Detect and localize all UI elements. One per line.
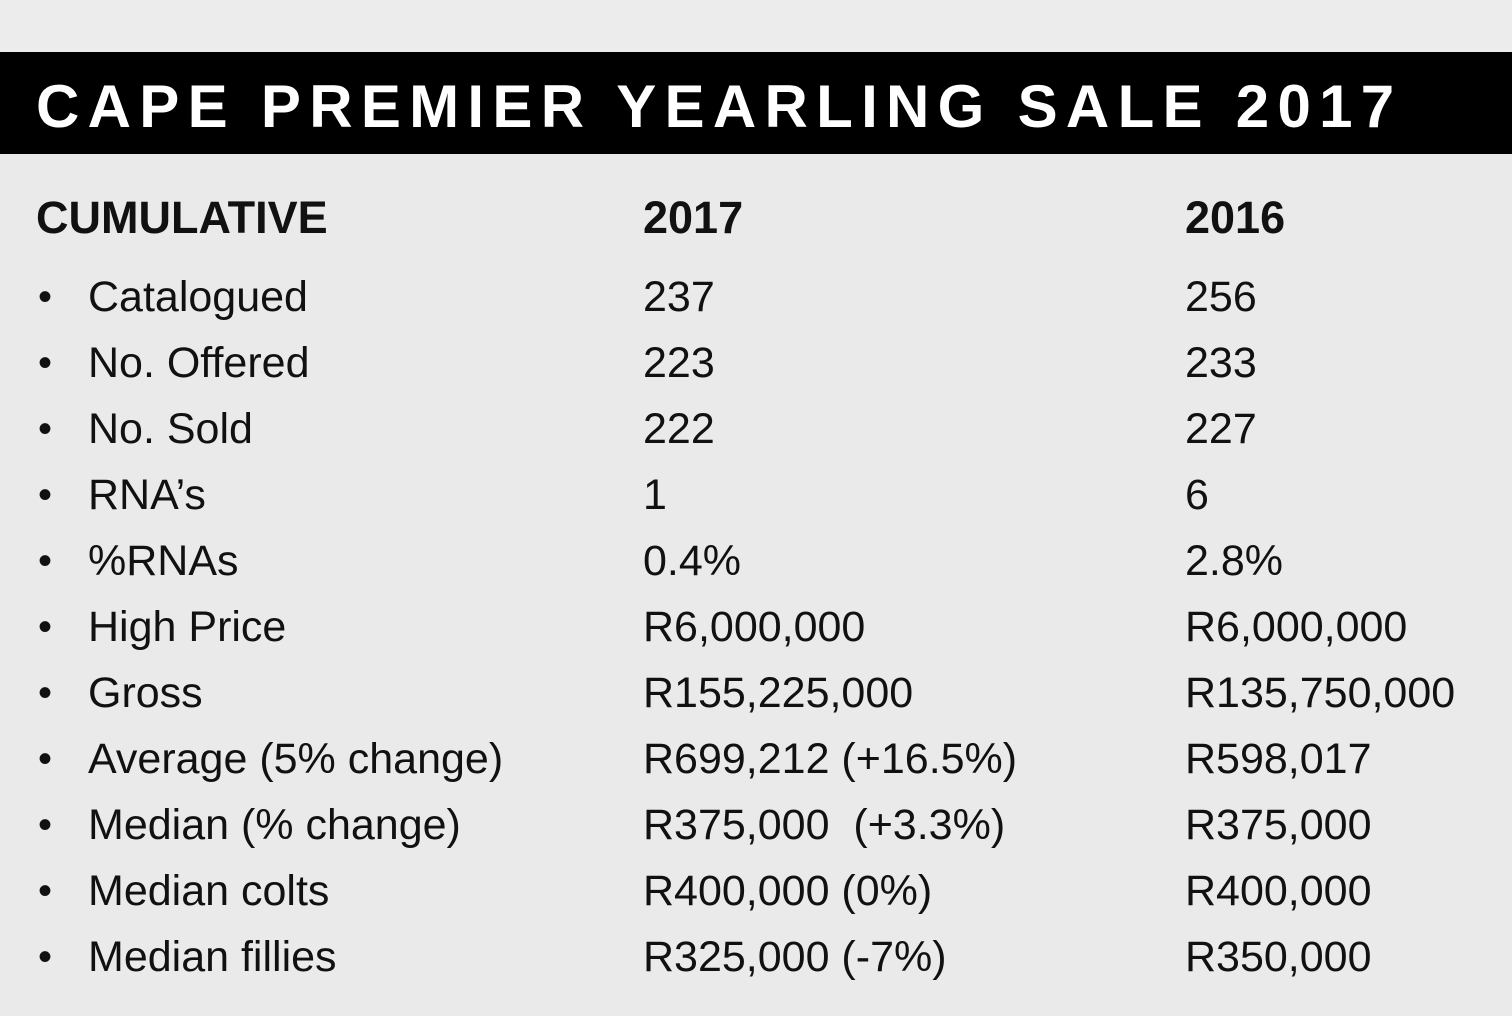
value-2017: R375,000 (+3.3%) [643,801,1006,849]
value-2017: 237 [643,273,715,321]
value-2017: 1 [643,471,667,519]
value-2017: R155,225,000 [643,669,914,717]
bullet-icon: • [38,935,53,979]
table-row: • Median (% change) R375,000 (+3.3%) R37… [0,792,1512,858]
row-label: Catalogued [88,273,308,321]
value-2017: R325,000 (-7%) [643,933,947,981]
row-label: Median fillies [88,933,337,981]
row-label: High Price [88,603,287,651]
value-2016: 227 [1185,405,1257,453]
row-label: Median (% change) [88,801,461,849]
value-2016: 2.8% [1185,537,1284,585]
title-banner: CAPE PREMIER YEARLING SALE 2017 [0,52,1512,154]
bullet-icon: • [38,275,53,319]
value-2017: R400,000 (0%) [643,867,933,915]
value-2016: R375,000 [1185,801,1372,849]
table-row: • High Price R6,000,000 R6,000,000 [0,594,1512,660]
row-label: No. Sold [88,405,253,453]
table-row: • Catalogued 237 256 [0,264,1512,330]
bullet-icon: • [38,869,53,913]
row-label: Median colts [88,867,330,915]
stats-table: • Catalogued 237 256 • No. Offered 223 2… [0,264,1512,990]
page-title: CAPE PREMIER YEARLING SALE 2017 [36,73,1403,140]
value-2016: R135,750,000 [1185,669,1456,717]
value-2016: 6 [1185,471,1209,519]
row-label: %RNAs [88,537,239,585]
value-2016: R400,000 [1185,867,1372,915]
table-row: • Median fillies R325,000 (-7%) R350,000 [0,924,1512,990]
table-row: • No. Offered 223 233 [0,330,1512,396]
bullet-icon: • [38,341,53,385]
table-row: • Gross R155,225,000 R135,750,000 [0,660,1512,726]
table-row: • Average (5% change) R699,212 (+16.5%) … [0,726,1512,792]
value-2016: 256 [1185,273,1257,321]
bullet-icon: • [38,407,53,451]
value-2017: R6,000,000 [643,603,866,651]
value-2016: R598,017 [1185,735,1372,783]
header-label: CUMULATIVE [36,192,328,243]
value-2017: 0.4% [643,537,742,585]
table-row: • Median colts R400,000 (0%) R400,000 [0,858,1512,924]
row-label: No. Offered [88,339,310,387]
table-row: • No. Sold 222 227 [0,396,1512,462]
bullet-icon: • [38,605,53,649]
row-label: RNA’s [88,471,206,519]
header-2016: 2016 [1185,192,1286,243]
row-label: Average (5% change) [88,735,504,783]
value-2016: 233 [1185,339,1257,387]
bullet-icon: • [38,671,53,715]
value-2017: 223 [643,339,715,387]
bullet-icon: • [38,737,53,781]
value-2017: 222 [643,405,715,453]
table-row: • RNA’s 1 6 [0,462,1512,528]
value-2016: R6,000,000 [1185,603,1408,651]
value-2017: R699,212 (+16.5%) [643,735,1018,783]
table-header: CUMULATIVE 2017 2016 [0,190,1512,246]
bullet-icon: • [38,803,53,847]
top-margin [0,0,1512,52]
bullet-icon: • [38,539,53,583]
value-2016: R350,000 [1185,933,1372,981]
bullet-icon: • [38,473,53,517]
header-2017: 2017 [643,192,744,243]
table-row: • %RNAs 0.4% 2.8% [0,528,1512,594]
row-label: Gross [88,669,203,717]
